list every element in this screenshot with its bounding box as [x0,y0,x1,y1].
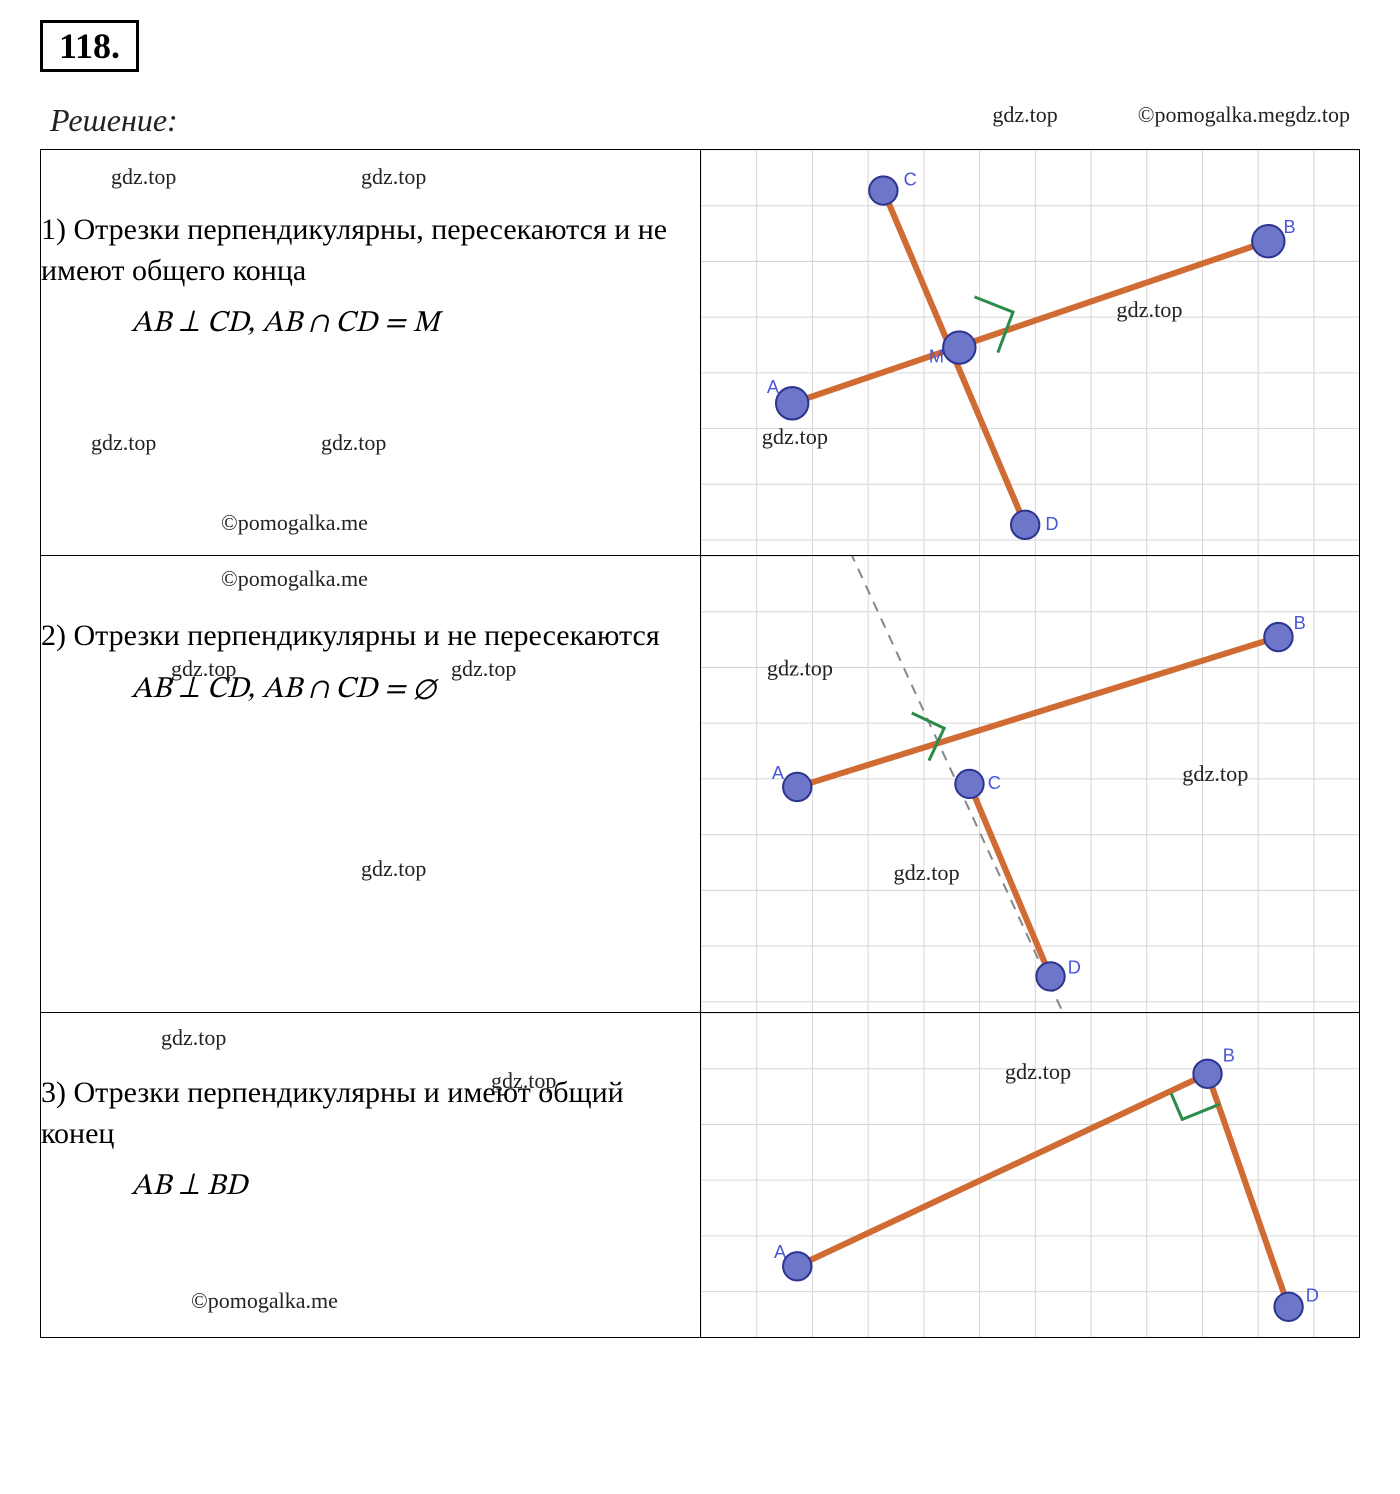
svg-text:A: A [766,376,779,397]
watermark: gdz.top [161,1025,226,1051]
row-description: 3) Отрезки перпендикулярны и имеют общий… [41,1073,700,1154]
svg-text:gdz.top: gdz.top [766,656,832,681]
row-formula: AB ⊥ BD [41,1168,700,1206]
svg-text:gdz.top: gdz.top [893,860,959,885]
watermark: gdz.top [992,102,1057,145]
svg-text:B: B [1283,216,1295,237]
geometry-diagram: A B Dgdz.top [701,1013,1360,1337]
watermark: gdz.top [451,656,516,682]
geometry-diagram: A B C Dgdz.top gdz.top gdz.top [701,556,1360,1012]
svg-text:B: B [1293,612,1305,633]
svg-text:D: D [1045,513,1058,534]
watermark: gdz.top [171,656,236,682]
watermark: gdz.top [111,164,176,190]
svg-text:gdz.top: gdz.top [1182,761,1248,786]
text-cell: ©pomogalka.megdz.topgdz.topgdz.top2) Отр… [41,556,701,1013]
svg-text:D: D [1305,1285,1318,1306]
diagram-cell: A B C D Mgdz.top gdz.top [700,150,1360,556]
watermark: gdz.top [361,856,426,882]
svg-text:M: M [928,346,943,367]
text-cell: gdz.top gdz.top ©pomogalka.me 3) Отрезки пе… [41,1013,701,1338]
svg-text:gdz.top: gdz.top [1116,297,1182,322]
watermark: ©pomogalka.me [221,510,368,536]
text-cell: gdz.top gdz.top gdz.top gdz.top ©pomogalka.m… [41,150,701,556]
row-description: 1) Отрезки перпендикулярны, пересекаются… [41,210,700,291]
row-formula: AB ⊥ CD, AB ∩ CD = ∅ [41,671,700,709]
watermark: ©pomogalka.megdz.top [1138,102,1350,145]
svg-text:gdz.top: gdz.top [1004,1059,1070,1084]
svg-text:A: A [773,1241,786,1262]
watermark: gdz.top [361,164,426,190]
diagram-cell: A B C Dgdz.top gdz.top gdz.top [700,556,1360,1013]
svg-text:C: C [903,168,916,189]
svg-text:D: D [1067,957,1080,978]
svg-text:A: A [771,762,784,783]
header-watermarks: Решение: gdz.top ©pomogalka.megdz.top [40,102,1360,149]
watermark: ©pomogalka.me [221,566,368,592]
solution-table: gdz.top gdz.top gdz.top gdz.top ©pomogalka.m… [40,149,1360,1338]
row-formula: AB ⊥ CD, AB ∩ CD = M [41,305,700,343]
svg-text:gdz.top: gdz.top [761,424,827,449]
problem-number: 118. [40,20,139,72]
watermark: gdz.top [491,1068,556,1094]
svg-text:B: B [1222,1045,1234,1066]
watermark: gdz.top [321,430,386,456]
watermark: ©pomogalka.me [191,1288,338,1314]
watermark: gdz.top [91,430,156,456]
row-description: 2) Отрезки перпендикулярны и не пересека… [41,616,700,657]
solution-label: Решение: [50,102,992,139]
diagram-cell: A B Dgdz.top [700,1013,1360,1338]
svg-text:C: C [987,772,1000,793]
geometry-diagram: A B C D Mgdz.top gdz.top [701,150,1360,555]
